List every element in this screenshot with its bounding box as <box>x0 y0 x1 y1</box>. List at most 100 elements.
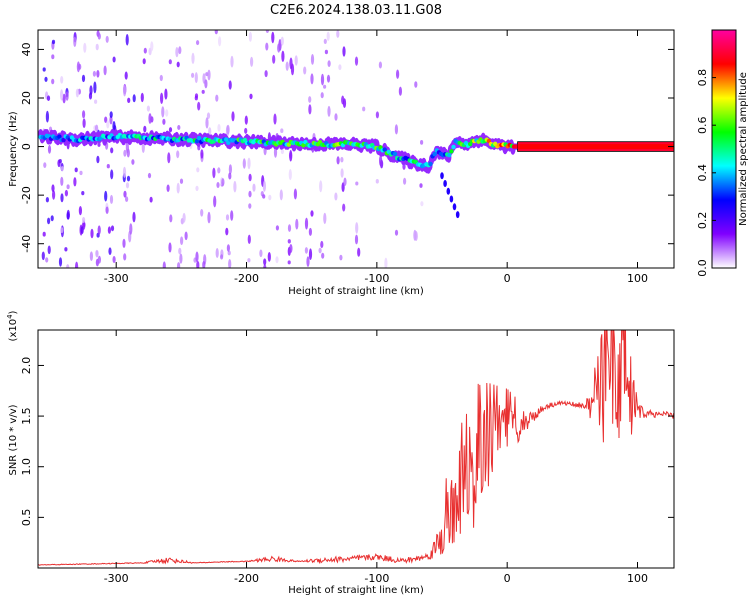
heatmap-noise-cell <box>148 113 152 124</box>
colorbar-tick-label: 0.0 <box>696 259 709 277</box>
x-tick-label: 0 <box>504 272 511 285</box>
heatmap-noise-cell <box>196 167 200 173</box>
heatmap-noise-cell <box>109 194 114 204</box>
ridge-tail-cell <box>446 187 451 195</box>
heatmap-noise-cell <box>264 70 268 78</box>
heatmap-noise-cell <box>60 76 64 84</box>
heatmap-noise-cell <box>96 70 100 78</box>
heatmap-noise-cell <box>289 57 293 70</box>
heatmap-noise-cell <box>414 81 418 88</box>
heatmap-noise-cell <box>73 177 77 187</box>
heatmap-noise-cell <box>108 247 112 255</box>
ridge-steady-core <box>517 144 674 149</box>
heatmap-noise-cell <box>176 61 180 68</box>
heatmap-noise-cell <box>123 253 127 261</box>
ridge-cell <box>382 147 387 152</box>
heatmap-noise-cell <box>248 190 252 198</box>
heatmap-noise-cell <box>247 157 251 170</box>
ridge-cell <box>301 143 306 148</box>
spectrogram-x-ticks: -300 -200 -100 0 100 <box>104 30 648 285</box>
heatmap-noise-cell <box>161 106 165 118</box>
x-tick-label: -100 <box>364 272 389 285</box>
heatmap-noise-cell <box>287 239 291 244</box>
heatmap-noise-cell <box>379 155 383 167</box>
heatmap-noise-cell <box>105 35 109 43</box>
colorbar-tick-label: 0.2 <box>696 212 709 230</box>
heatmap-noise-cell <box>248 203 252 209</box>
heatmap-noise-cell <box>289 244 293 253</box>
heatmap-noise-cell <box>303 66 307 75</box>
heatmap-noise-cell <box>51 78 55 85</box>
ridge-tail-cell <box>455 211 460 219</box>
heatmap-noise-cell <box>244 127 248 134</box>
heatmap-noise-cell <box>318 247 322 254</box>
heatmap-noise-cell <box>250 56 254 67</box>
heatmap-noise-cell <box>94 99 98 104</box>
ridge-cell <box>224 137 229 142</box>
heatmap-noise-cell <box>51 184 55 192</box>
heatmap-noise-cell <box>216 182 220 188</box>
ridge-cell <box>432 151 437 157</box>
heatmap-noise-cell <box>58 257 63 267</box>
heatmap-noise-cell <box>308 248 313 260</box>
heatmap-noise-cell <box>95 43 99 51</box>
heatmap-noise-cell <box>205 117 209 129</box>
heatmap-noise-cell <box>82 110 86 119</box>
heatmap-noise-cell <box>125 182 130 189</box>
heatmap-noise-cell <box>285 61 289 71</box>
heatmap-noise-cell <box>104 116 108 123</box>
ridge-cell <box>194 139 200 144</box>
heatmap-noise-cell <box>340 156 344 163</box>
heatmap-noise-cell <box>230 210 234 221</box>
heatmap-noise-cell <box>83 42 87 53</box>
heatmap-noise-cell <box>207 211 211 224</box>
heatmap-noise-cell <box>294 55 298 66</box>
heatmap-noise-cell <box>215 94 219 102</box>
heatmap-noise-cell <box>342 203 346 212</box>
heatmap-noise-cell <box>208 127 212 136</box>
spectrogram-y-label: Frequency (Hz) <box>8 111 19 187</box>
heatmap-noise-cell <box>280 128 284 133</box>
heatmap-noise-cell <box>96 155 100 164</box>
heatmap-noise-cell <box>112 256 116 263</box>
heatmap-noise-cell <box>124 71 128 80</box>
heatmap-noise-cell <box>97 255 101 264</box>
heatmap-noise-cell <box>217 167 221 174</box>
heatmap-noise-cell <box>310 210 314 217</box>
heatmap-noise-cell <box>326 74 331 83</box>
colorbar-tick-label: 0.4 <box>696 164 709 182</box>
heatmap-noise-cell <box>340 168 344 178</box>
heatmap-noise-cell <box>159 74 163 82</box>
y-tick-label: 1.0 <box>20 458 33 476</box>
heatmap-noise-cell <box>167 152 171 164</box>
heatmap-noise-cell <box>65 91 69 101</box>
heatmap-noise-cell <box>233 180 237 193</box>
heatmap-noise-cell <box>272 54 276 64</box>
heatmap-noise-cell <box>178 247 182 255</box>
heatmap-noise-cell <box>97 142 101 147</box>
spectrogram-marks <box>38 30 674 268</box>
heatmap-noise-cell <box>177 125 181 130</box>
x-tick-label: -300 <box>104 572 129 585</box>
heatmap-noise-cell <box>125 34 129 46</box>
heatmap-noise-cell <box>262 194 266 199</box>
heatmap-noise-cell <box>177 262 181 268</box>
heatmap-noise-cell <box>97 33 101 40</box>
ridge-cell <box>392 151 398 157</box>
heatmap-noise-cell <box>354 56 359 66</box>
heatmap-noise-cell <box>280 36 284 46</box>
heatmap-noise-cell <box>321 252 325 259</box>
ridge-cell <box>428 161 433 167</box>
heatmap-noise-cell <box>327 105 331 117</box>
heatmap-noise-cell <box>323 84 327 89</box>
heatmap-noise-cell <box>394 124 398 135</box>
heatmap-noise-cell <box>341 95 345 105</box>
heatmap-noise-cell <box>150 41 154 52</box>
heatmap-noise-cell <box>123 85 127 97</box>
snr-y-multiplier: (x104) <box>6 310 19 341</box>
heatmap-noise-cell <box>226 244 230 252</box>
heatmap-noise-cell <box>194 95 198 101</box>
heatmap-noise-cell <box>73 36 77 47</box>
heatmap-noise-cell <box>95 124 99 132</box>
